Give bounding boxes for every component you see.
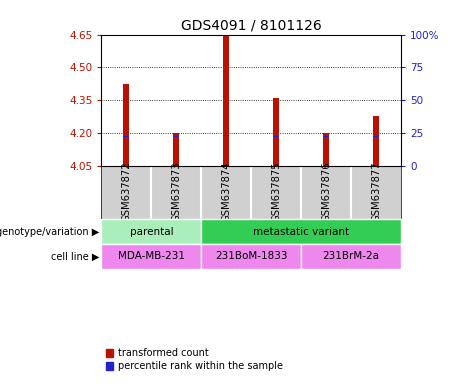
Bar xyxy=(323,133,329,166)
Bar xyxy=(273,98,279,166)
Bar xyxy=(101,244,201,269)
Bar xyxy=(173,133,179,166)
Text: GSM637877: GSM637877 xyxy=(371,161,381,222)
Text: GSM637874: GSM637874 xyxy=(221,161,231,222)
Bar xyxy=(323,136,329,137)
Bar xyxy=(223,134,229,136)
Text: MDA-MB-231: MDA-MB-231 xyxy=(118,252,185,262)
Text: 231BoM-1833: 231BoM-1833 xyxy=(215,252,288,262)
Text: 231BrM-2a: 231BrM-2a xyxy=(323,252,379,262)
Bar xyxy=(373,116,379,166)
Bar xyxy=(223,35,229,166)
Bar xyxy=(301,244,401,269)
Text: GSM637873: GSM637873 xyxy=(171,161,181,222)
Bar xyxy=(373,136,379,137)
Title: GDS4091 / 8101126: GDS4091 / 8101126 xyxy=(181,18,322,32)
Bar xyxy=(124,84,130,166)
Bar xyxy=(124,136,130,137)
Legend: transformed count, percentile rank within the sample: transformed count, percentile rank withi… xyxy=(102,344,287,375)
Bar xyxy=(201,244,301,269)
Bar xyxy=(173,136,179,137)
Text: genotype/variation ▶: genotype/variation ▶ xyxy=(0,227,99,237)
Text: GSM637872: GSM637872 xyxy=(121,161,131,222)
Text: metastatic variant: metastatic variant xyxy=(253,227,349,237)
Bar xyxy=(201,220,401,244)
Bar xyxy=(273,136,279,137)
Text: GSM637876: GSM637876 xyxy=(321,161,331,222)
Text: parental: parental xyxy=(130,227,173,237)
Text: GSM637875: GSM637875 xyxy=(271,161,281,222)
Text: cell line ▶: cell line ▶ xyxy=(51,252,99,262)
Bar xyxy=(101,220,201,244)
